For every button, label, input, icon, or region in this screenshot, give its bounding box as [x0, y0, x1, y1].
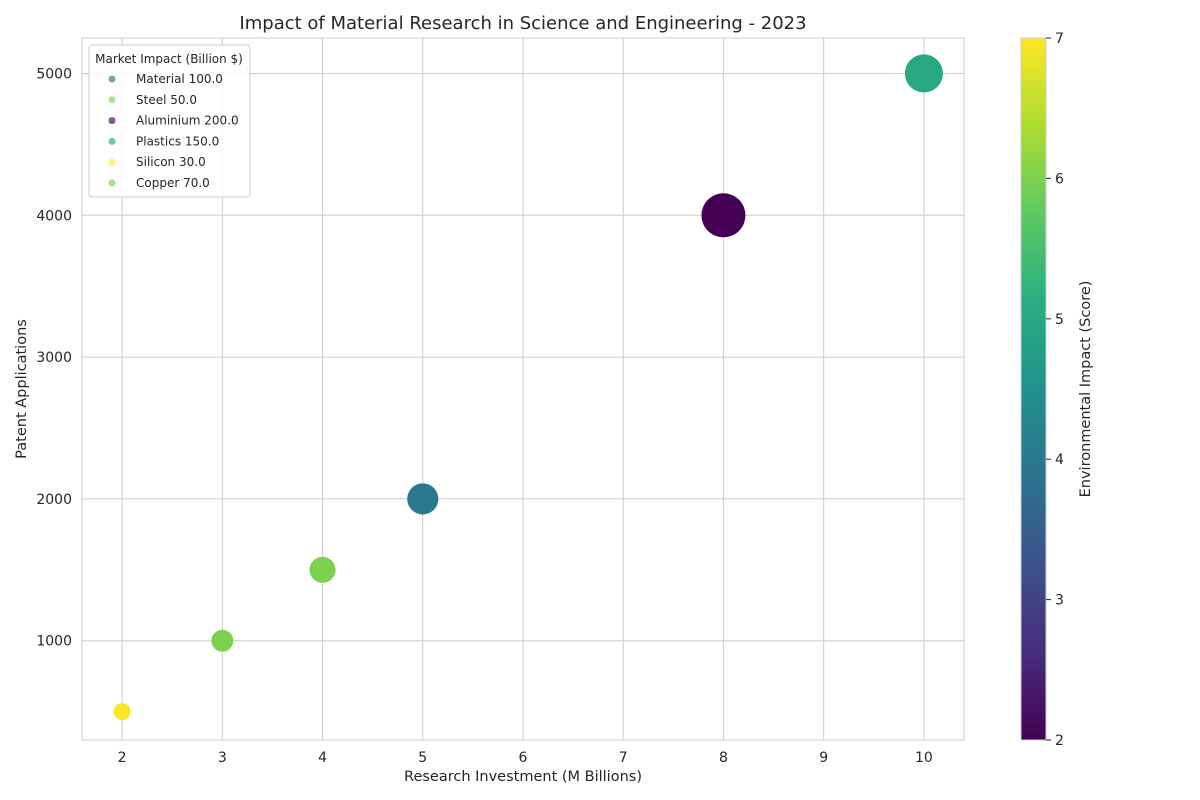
colorbar-ticks: 2 3 4 5 6 7 — [1046, 31, 1064, 749]
data-points — [113, 54, 943, 721]
grid-lines — [82, 38, 964, 740]
colorbar-tick-label: 5 — [1055, 312, 1064, 328]
legend-label: Aluminium 200.0 — [136, 114, 239, 128]
legend-marker — [108, 158, 116, 166]
legend-label: Silicon 30.0 — [136, 155, 206, 169]
y-tick-label: 1000 — [36, 634, 72, 650]
legend-box — [88, 44, 251, 198]
colorbar-tick-label: 3 — [1055, 593, 1064, 609]
x-tick-label: 6 — [519, 750, 528, 766]
legend-marker — [108, 96, 116, 104]
x-tick-label: 9 — [819, 750, 828, 766]
x-tick-label: 10 — [915, 750, 933, 766]
legend-label: Plastics 150.0 — [136, 134, 219, 148]
colorbar-tick-label: 6 — [1055, 171, 1064, 187]
y-tick-label: 2000 — [36, 492, 72, 508]
legend-label: Material 100.0 — [136, 72, 223, 86]
colorbar-frame — [1020, 37, 1047, 741]
legend-label: Copper 70.0 — [136, 176, 210, 190]
legend-marker — [108, 137, 116, 145]
colorbar-tick-label: 7 — [1055, 31, 1064, 47]
x-axis-ticks: 2 3 4 5 6 7 8 9 10 — [118, 750, 933, 766]
legend-entries: Material 100.0 Steel 50.0 Aluminium 200.0 P… — [108, 72, 239, 190]
y-tick-label: 4000 — [36, 208, 72, 224]
scatter-point — [407, 483, 439, 515]
y-axis-label: Patent Applications — [14, 319, 30, 459]
colorbar-tick-label: 2 — [1055, 733, 1064, 749]
colorbar-label: Environmental Impact (Score) — [1078, 281, 1094, 498]
x-tick-label: 3 — [218, 750, 227, 766]
scatter-point — [113, 703, 131, 721]
x-tick-label: 7 — [619, 750, 628, 766]
colorbar: 2 3 4 5 6 7 Environmental Impact (Score) — [1020, 31, 1094, 749]
x-tick-label: 5 — [418, 750, 427, 766]
x-axis-label: Research Investment (M Billions) — [404, 769, 642, 785]
legend-title: Market Impact (Billion $) — [95, 52, 243, 66]
legend-marker — [108, 75, 116, 83]
legend-label: Steel 50.0 — [136, 93, 197, 107]
plot-frame — [81, 37, 965, 741]
y-tick-label: 3000 — [36, 350, 72, 366]
y-axis-ticks: 1000 2000 3000 4000 5000 — [36, 66, 72, 649]
colorbar-gradient — [1021, 38, 1046, 740]
chart-title: Impact of Material Research in Science a… — [239, 13, 806, 34]
y-tick-label: 5000 — [36, 66, 72, 82]
scatter-point — [701, 193, 746, 238]
x-tick-label: 8 — [719, 750, 728, 766]
legend-marker — [108, 117, 116, 125]
x-tick-label: 2 — [118, 750, 127, 766]
scatter-point — [904, 54, 943, 93]
colorbar-tick-label: 4 — [1055, 452, 1064, 468]
x-tick-label: 4 — [318, 750, 327, 766]
scatter-point — [309, 556, 336, 583]
legend: Market Impact (Billion $) Material 100.0… — [88, 44, 251, 198]
scatter-point — [211, 629, 234, 652]
legend-marker — [108, 179, 116, 187]
